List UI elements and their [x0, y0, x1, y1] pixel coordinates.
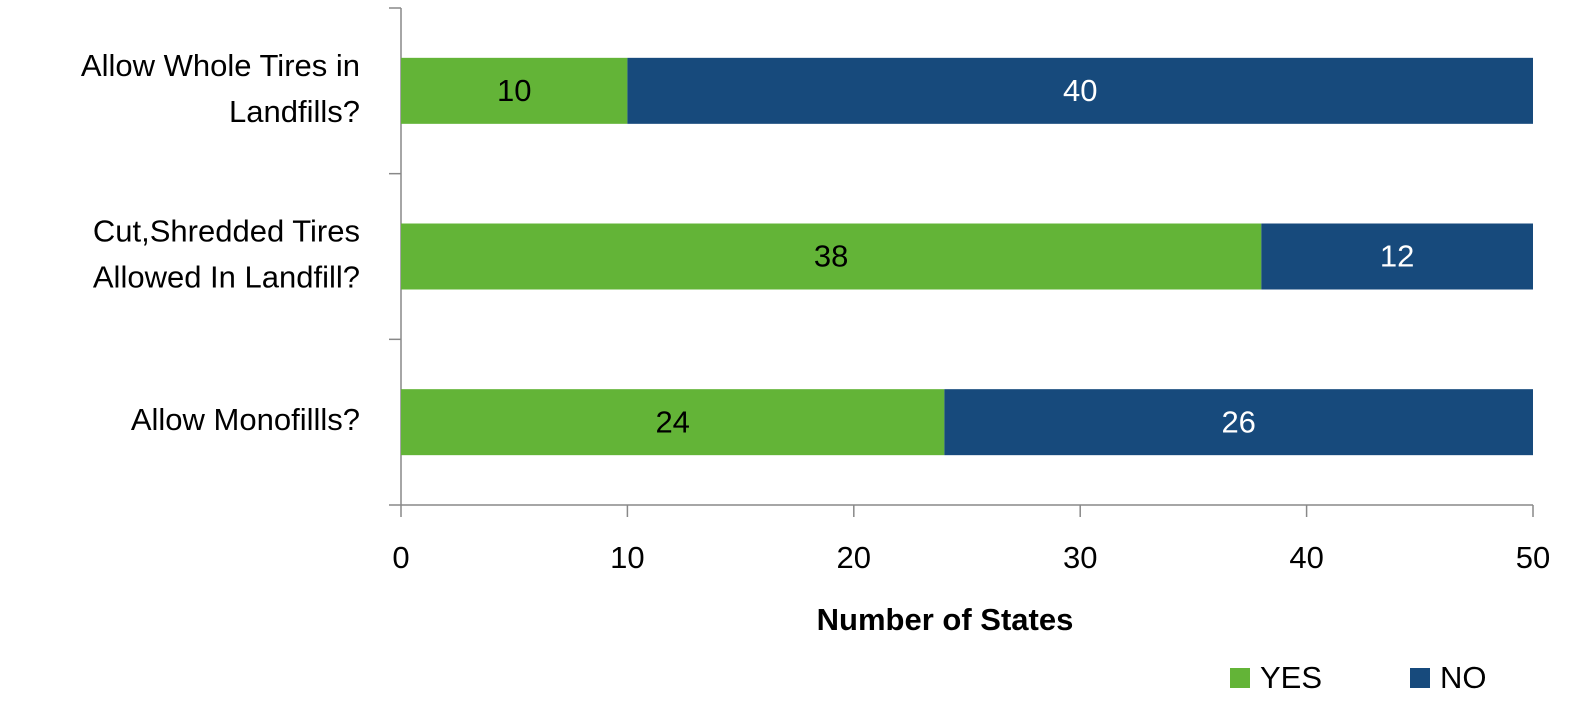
x-tick-label: 0: [392, 540, 409, 575]
legend-label: YES: [1260, 660, 1322, 695]
bar-segment: [401, 223, 1262, 290]
data-label: 12: [1380, 239, 1414, 274]
bar-segment: [401, 57, 628, 124]
bar-segment: [627, 57, 1533, 124]
x-tick-label: 10: [610, 540, 644, 575]
legend-label: NO: [1440, 660, 1487, 695]
x-tick-label: 50: [1516, 540, 1550, 575]
bar-segment: [1261, 223, 1533, 290]
y-tick-label: Allow Whole Tires in Landfills?: [81, 48, 360, 129]
y-tick-label: Allow Monofillls?: [131, 402, 360, 437]
data-label: 40: [1063, 73, 1097, 108]
x-tick-label: 30: [1063, 540, 1097, 575]
x-tick-label: 40: [1289, 540, 1323, 575]
legend-swatch: [1230, 668, 1250, 688]
y-tick-label: Cut,Shredded Tires Allowed In Landfill?: [93, 214, 360, 295]
data-label: 24: [655, 404, 689, 439]
data-label: 10: [497, 73, 531, 108]
x-tick-label: 20: [837, 540, 871, 575]
data-label: 38: [814, 239, 848, 274]
bar-segment: [401, 389, 945, 456]
legend-swatch: [1410, 668, 1430, 688]
bar-segment: [944, 389, 1533, 456]
data-label: 26: [1221, 404, 1255, 439]
x-axis-label: Number of States: [817, 602, 1074, 637]
